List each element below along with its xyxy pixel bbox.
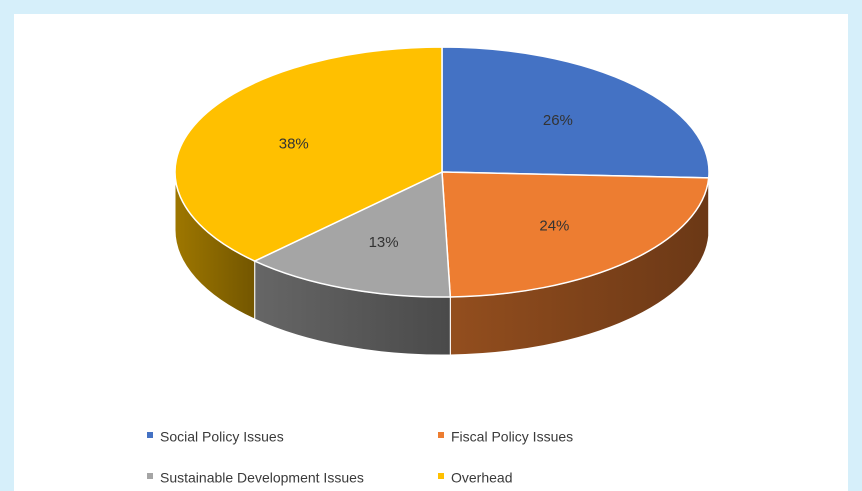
legend-label-1: Fiscal Policy Issues (451, 429, 573, 445)
slice-label-2: 13% (369, 234, 399, 251)
pie-sides (174, 171, 710, 356)
legend-label-0: Social Policy Issues (160, 429, 284, 445)
pie-tops (174, 46, 710, 298)
legend-label-2: Sustainable Development Issues (160, 470, 364, 486)
legend-swatch-2 (147, 473, 153, 479)
legend-label-3: Overhead (451, 470, 512, 486)
slice-label-3: 38% (279, 136, 309, 153)
slice-label-0: 26% (543, 112, 573, 129)
slice-label-1: 24% (539, 217, 569, 234)
legend: Social Policy Issues Fiscal Policy Issues… (147, 429, 573, 486)
pie-slice-1 (441, 171, 710, 298)
pie-slice-0 (441, 46, 710, 179)
pie-slice-3 (174, 46, 443, 262)
legend-swatch-3 (438, 473, 444, 479)
legend-swatch-0 (147, 432, 153, 438)
pie-slice-2 (252, 170, 452, 298)
legend-swatch-1 (438, 432, 444, 438)
